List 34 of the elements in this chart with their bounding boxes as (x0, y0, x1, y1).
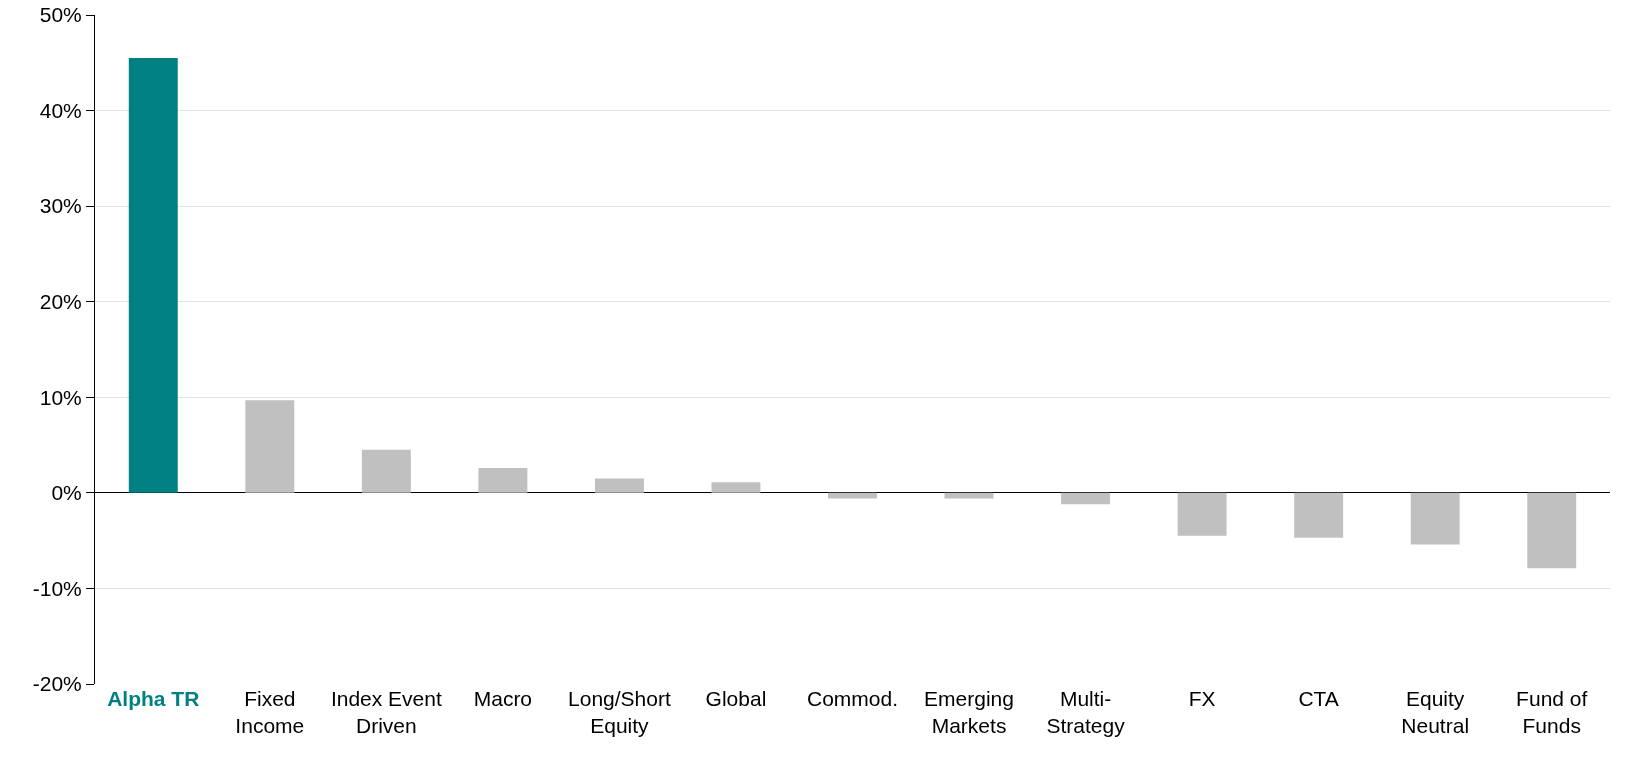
bar (944, 492, 994, 499)
x-tick-label: Long/Short Equity (568, 687, 671, 738)
bar (1294, 492, 1344, 538)
y-tick-label: 0% (51, 481, 82, 505)
x-tick-label: Fixed Income (235, 687, 305, 738)
bar (478, 468, 528, 493)
y-tick-label: 10% (39, 385, 82, 409)
y-tick-label: 30% (39, 194, 82, 218)
x-tick-label: Equity Neutral (1401, 687, 1470, 738)
x-tick-label: CTA (1298, 687, 1339, 710)
y-tick-label: -20% (32, 672, 82, 696)
x-tick-label: Macro (473, 687, 533, 710)
x-tick-label: Emerging Markets (924, 687, 1014, 738)
bar (1061, 492, 1111, 505)
bar (1177, 492, 1227, 536)
x-tick-label: Multi-Strategy (1046, 687, 1126, 738)
bar (245, 400, 295, 493)
y-tick-label: -10% (32, 576, 82, 600)
y-tick-label: 50% (39, 3, 82, 27)
x-tick-label: Fund of Funds (1516, 687, 1588, 738)
x-tick-label: Alpha TR (107, 687, 200, 710)
bar (711, 482, 761, 493)
x-tick-label: FX (1188, 687, 1216, 710)
bar (828, 492, 877, 499)
bar (1410, 492, 1460, 545)
bar (1527, 492, 1577, 569)
x-tick-label: Commod. (806, 687, 899, 710)
x-tick-label: Global (705, 687, 767, 710)
bar (594, 478, 644, 493)
bar (361, 449, 411, 493)
y-tick-label: 40% (39, 98, 82, 122)
x-tick-label: Index Event Driven (330, 687, 442, 738)
y-tick-label: 20% (39, 290, 82, 314)
bar (128, 58, 178, 493)
